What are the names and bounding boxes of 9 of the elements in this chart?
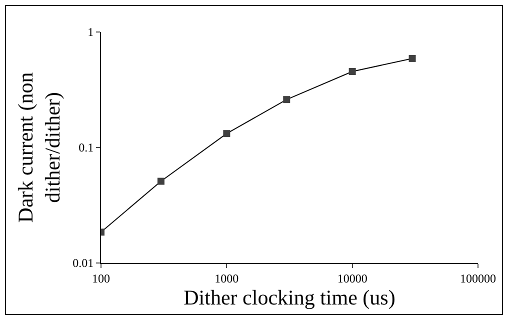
x-tick-label: 100 [92, 271, 110, 286]
y-axis-title: Dark current (non dither/dither) [13, 72, 65, 223]
y-tick-label: 0.01 [72, 256, 94, 270]
y-tick-label: 1 [88, 25, 94, 40]
x-axis-title: Dither clocking time (us) [184, 285, 396, 310]
x-tick-label: 100000 [460, 271, 496, 286]
x-tick-label: 1000 [214, 271, 239, 286]
y-tick-label: 0.1 [78, 140, 94, 155]
x-tick-label: 10000 [337, 271, 368, 286]
